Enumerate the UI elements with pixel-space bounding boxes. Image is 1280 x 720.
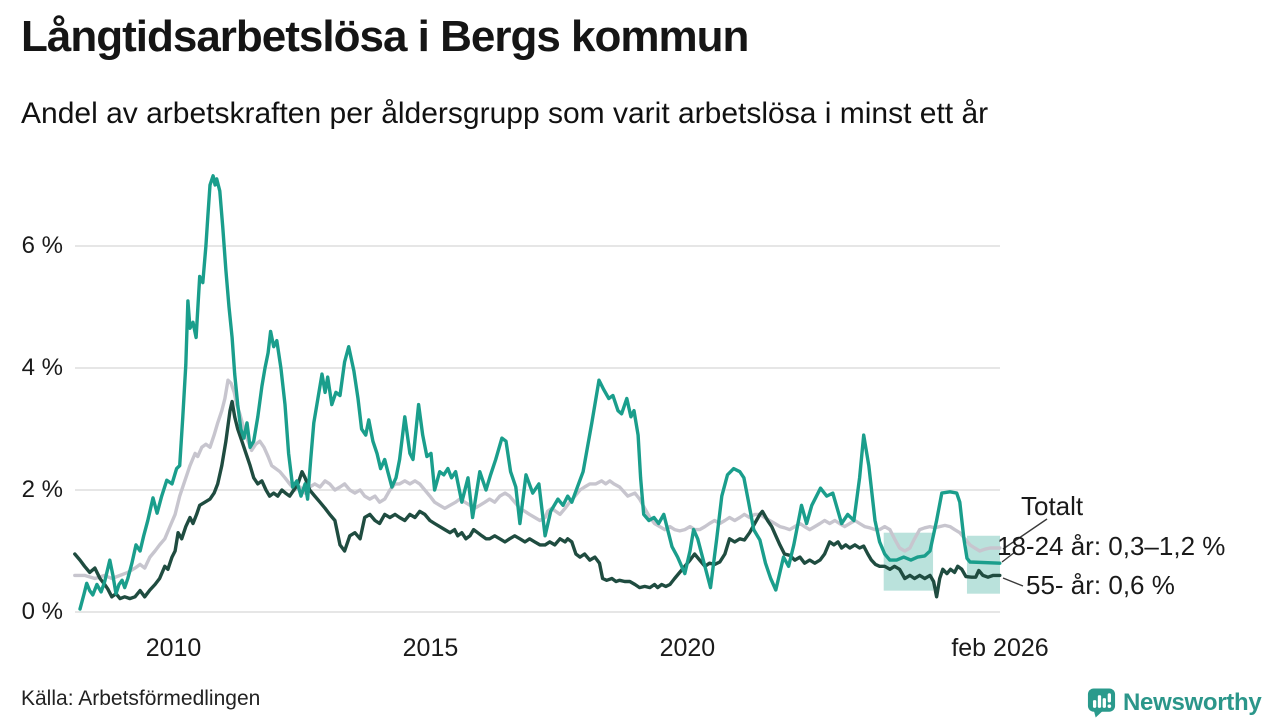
y-tick-label-0: 0 % (21, 598, 63, 625)
series-annotation-1: 18-24 år: 0,3–1,2 % (997, 531, 1226, 561)
x-tick-label-2020: 2020 (659, 634, 716, 662)
annotation-leader-0 (1002, 518, 1048, 550)
newsworthy-logo-icon (1087, 688, 1116, 718)
page-subtitle: Andel av arbetskraften per åldersgrupp s… (21, 97, 989, 130)
annotation-leader-1 (1001, 551, 1016, 563)
y-tick-label-6: 6 % (21, 232, 63, 259)
series-line-18-24-r (78, 174, 1002, 611)
newsworthy-brand: Newsworthy (1086, 687, 1262, 718)
series-annotation-2: 55- år: 0,6 % (1026, 570, 1175, 600)
x-tick-label-2010: 2010 (145, 634, 202, 662)
newsworthy-brand-name: Newsworthy (1123, 688, 1262, 716)
x-tick-label-feb-2026: feb 2026 (951, 634, 1049, 662)
y-tick-label-2: 2 % (21, 476, 63, 503)
series-line-55-r (73, 399, 1002, 601)
series-annotation-0: Totalt (1021, 491, 1084, 521)
source-credit: Källa: Arbetsförmedlingen (21, 687, 261, 710)
y-tick-label-4: 4 % (21, 354, 63, 381)
annotation-leader-2 (1002, 577, 1024, 587)
x-tick-label-2015: 2015 (402, 634, 459, 662)
page-title: Långtidsarbetslösa i Bergs kommun (21, 12, 749, 61)
